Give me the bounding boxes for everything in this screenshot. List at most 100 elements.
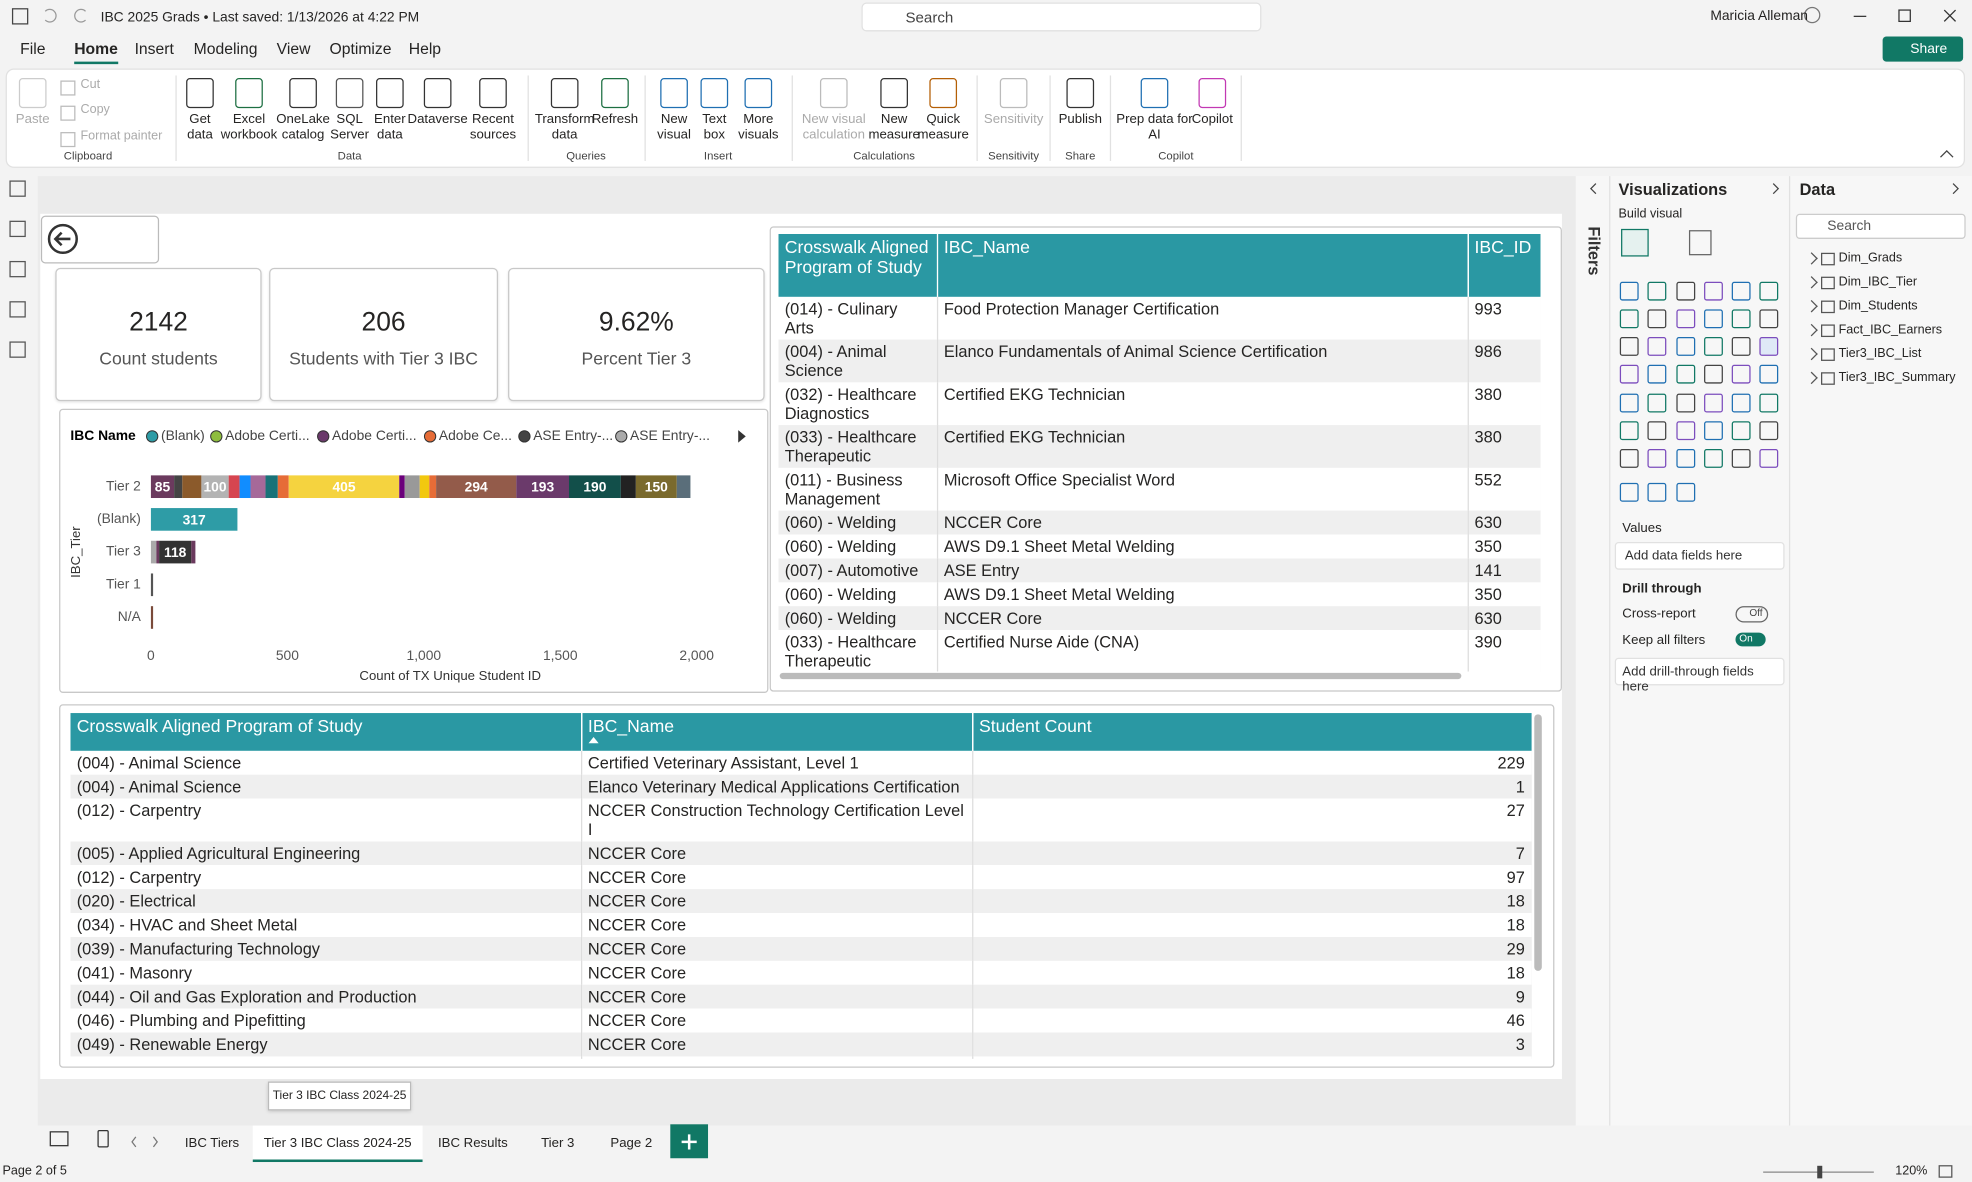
filters-collapse[interactable] bbox=[1589, 183, 1597, 195]
ribbon-button[interactable]: OneLake catalog bbox=[276, 111, 330, 143]
share-button[interactable]: Share bbox=[1882, 36, 1964, 62]
ribbon-button[interactable]: Recent sources bbox=[469, 111, 517, 143]
ribbon-small-button[interactable]: Copy bbox=[80, 103, 110, 117]
ribbon-small-icon[interactable] bbox=[60, 80, 76, 96]
visual-type[interactable] bbox=[1676, 421, 1696, 441]
ribbon-button[interactable]: Publish bbox=[1058, 111, 1102, 128]
visual-type[interactable] bbox=[1619, 364, 1639, 384]
data-table-item[interactable]: Dim_IBC_Tier bbox=[1838, 275, 1918, 290]
tab-scroll[interactable] bbox=[131, 1136, 158, 1148]
page-tab[interactable]: Tier 3 IBC Class 2024-25 bbox=[252, 1125, 423, 1163]
ribbon-button[interactable]: Transform data bbox=[534, 111, 595, 143]
vis-collapse[interactable] bbox=[1772, 183, 1780, 195]
page-tab[interactable]: IBC Tiers bbox=[185, 1126, 239, 1160]
visual-type[interactable] bbox=[1676, 448, 1696, 468]
data-collapse[interactable] bbox=[1952, 183, 1959, 195]
undo-icon[interactable] bbox=[44, 8, 57, 23]
ribbon-button[interactable]: Get data bbox=[187, 111, 213, 143]
ribbon-icon[interactable] bbox=[1140, 77, 1169, 109]
visual-type[interactable] bbox=[1647, 482, 1667, 502]
visual-type[interactable] bbox=[1676, 364, 1696, 384]
ribbon-icon[interactable] bbox=[186, 77, 214, 109]
ribbon-icon[interactable] bbox=[479, 77, 507, 109]
visual-type[interactable] bbox=[1647, 364, 1667, 384]
ribbon-icon[interactable] bbox=[235, 77, 263, 109]
ribbon-button[interactable]: Quick measure bbox=[917, 111, 969, 143]
visual-type[interactable] bbox=[1731, 281, 1751, 301]
visual-type[interactable] bbox=[1731, 337, 1751, 356]
ribbon-icon[interactable] bbox=[660, 77, 688, 109]
page-tab[interactable]: IBC Results bbox=[431, 1126, 514, 1160]
visual-type[interactable] bbox=[1676, 309, 1696, 329]
visual-type[interactable] bbox=[1731, 393, 1751, 413]
visual-type[interactable] bbox=[1759, 309, 1779, 329]
collapse-ribbon[interactable] bbox=[1940, 150, 1954, 158]
user-icon[interactable] bbox=[1804, 6, 1821, 24]
visual-type[interactable] bbox=[1759, 281, 1779, 301]
data-search[interactable]: Search bbox=[1795, 213, 1966, 239]
ribbon-button[interactable]: New visual calculation bbox=[801, 111, 866, 143]
ribbon-icon[interactable] bbox=[289, 77, 317, 109]
column-header[interactable]: Crosswalk Aligned Program of Study bbox=[70, 713, 582, 751]
ribbon-small-icon[interactable] bbox=[60, 105, 76, 121]
visual-type[interactable] bbox=[1731, 309, 1751, 329]
ribbon-button[interactable]: Paste bbox=[15, 111, 50, 128]
search-box[interactable]: Search bbox=[861, 2, 1262, 32]
visual-type[interactable] bbox=[1704, 421, 1723, 441]
ribbon-icon[interactable] bbox=[880, 77, 908, 109]
visual-type[interactable] bbox=[1619, 448, 1639, 468]
visual-type[interactable] bbox=[1619, 309, 1639, 329]
menu-item[interactable]: Modeling bbox=[193, 40, 258, 58]
visual-type[interactable] bbox=[1731, 448, 1751, 468]
column-header[interactable]: IBC_ID bbox=[1467, 233, 1541, 297]
data-table-item[interactable]: Dim_Students bbox=[1838, 299, 1918, 314]
menu-item[interactable]: Optimize bbox=[329, 40, 392, 58]
menu-item[interactable]: File bbox=[20, 40, 46, 58]
ribbon-small-button[interactable]: Format painter bbox=[80, 129, 163, 144]
close[interactable] bbox=[1943, 9, 1957, 22]
ribbon-icon[interactable] bbox=[550, 77, 579, 109]
ribbon-icon[interactable] bbox=[700, 77, 729, 109]
visual-type[interactable] bbox=[1676, 393, 1696, 413]
toggle[interactable]: Off bbox=[1735, 606, 1769, 623]
column-header[interactable]: IBC_Name bbox=[581, 713, 973, 751]
visual-type[interactable] bbox=[1704, 337, 1723, 356]
visual-type[interactable] bbox=[1731, 421, 1751, 441]
data-table-item[interactable]: Tier3_IBC_Summary bbox=[1838, 370, 1956, 385]
visual-type[interactable] bbox=[1619, 281, 1639, 301]
page-tab[interactable]: Tier 3 bbox=[529, 1126, 586, 1160]
visual-type[interactable] bbox=[1647, 448, 1667, 468]
maximize[interactable] bbox=[1898, 9, 1911, 23]
ribbon-button[interactable]: Enter data bbox=[374, 111, 406, 143]
visual-type[interactable] bbox=[1647, 281, 1667, 301]
menu-item[interactable]: Insert bbox=[134, 40, 174, 58]
h-scrollbar[interactable] bbox=[779, 672, 1462, 680]
format-tab[interactable] bbox=[1688, 230, 1712, 256]
visual-type[interactable] bbox=[1676, 281, 1696, 301]
visual-type[interactable] bbox=[1759, 393, 1779, 413]
visual-type[interactable] bbox=[1759, 337, 1779, 356]
visual-type[interactable] bbox=[1647, 337, 1667, 356]
visual-type[interactable] bbox=[1676, 337, 1696, 356]
visual-type[interactable] bbox=[1704, 281, 1723, 301]
build-tab[interactable] bbox=[1621, 228, 1649, 257]
fit-page[interactable] bbox=[1938, 1165, 1953, 1178]
ribbon-button[interactable]: SQL Server bbox=[330, 111, 370, 143]
visual-type[interactable] bbox=[1759, 448, 1779, 468]
ribbon-icon[interactable] bbox=[744, 77, 773, 109]
visual-type[interactable] bbox=[1619, 337, 1639, 356]
desktop-view[interactable] bbox=[49, 1131, 69, 1147]
visual-type[interactable] bbox=[1676, 482, 1696, 502]
data-table-item[interactable]: Tier3_IBC_List bbox=[1838, 347, 1922, 361]
visual-type[interactable] bbox=[1704, 364, 1723, 384]
visual-type[interactable] bbox=[1704, 448, 1723, 468]
visual-type[interactable] bbox=[1619, 482, 1639, 502]
zoom-thumb[interactable] bbox=[1817, 1165, 1823, 1179]
ribbon-button[interactable]: Sensitivity bbox=[983, 111, 1044, 128]
visual-type[interactable] bbox=[1704, 393, 1723, 413]
ribbon-button[interactable]: Dataverse bbox=[407, 111, 468, 128]
filters-label[interactable]: Filters bbox=[1584, 226, 1604, 276]
ribbon-button[interactable]: Copilot bbox=[1191, 111, 1233, 128]
v-scrollbar[interactable] bbox=[1534, 714, 1542, 971]
menu-item[interactable]: Home bbox=[74, 40, 118, 65]
